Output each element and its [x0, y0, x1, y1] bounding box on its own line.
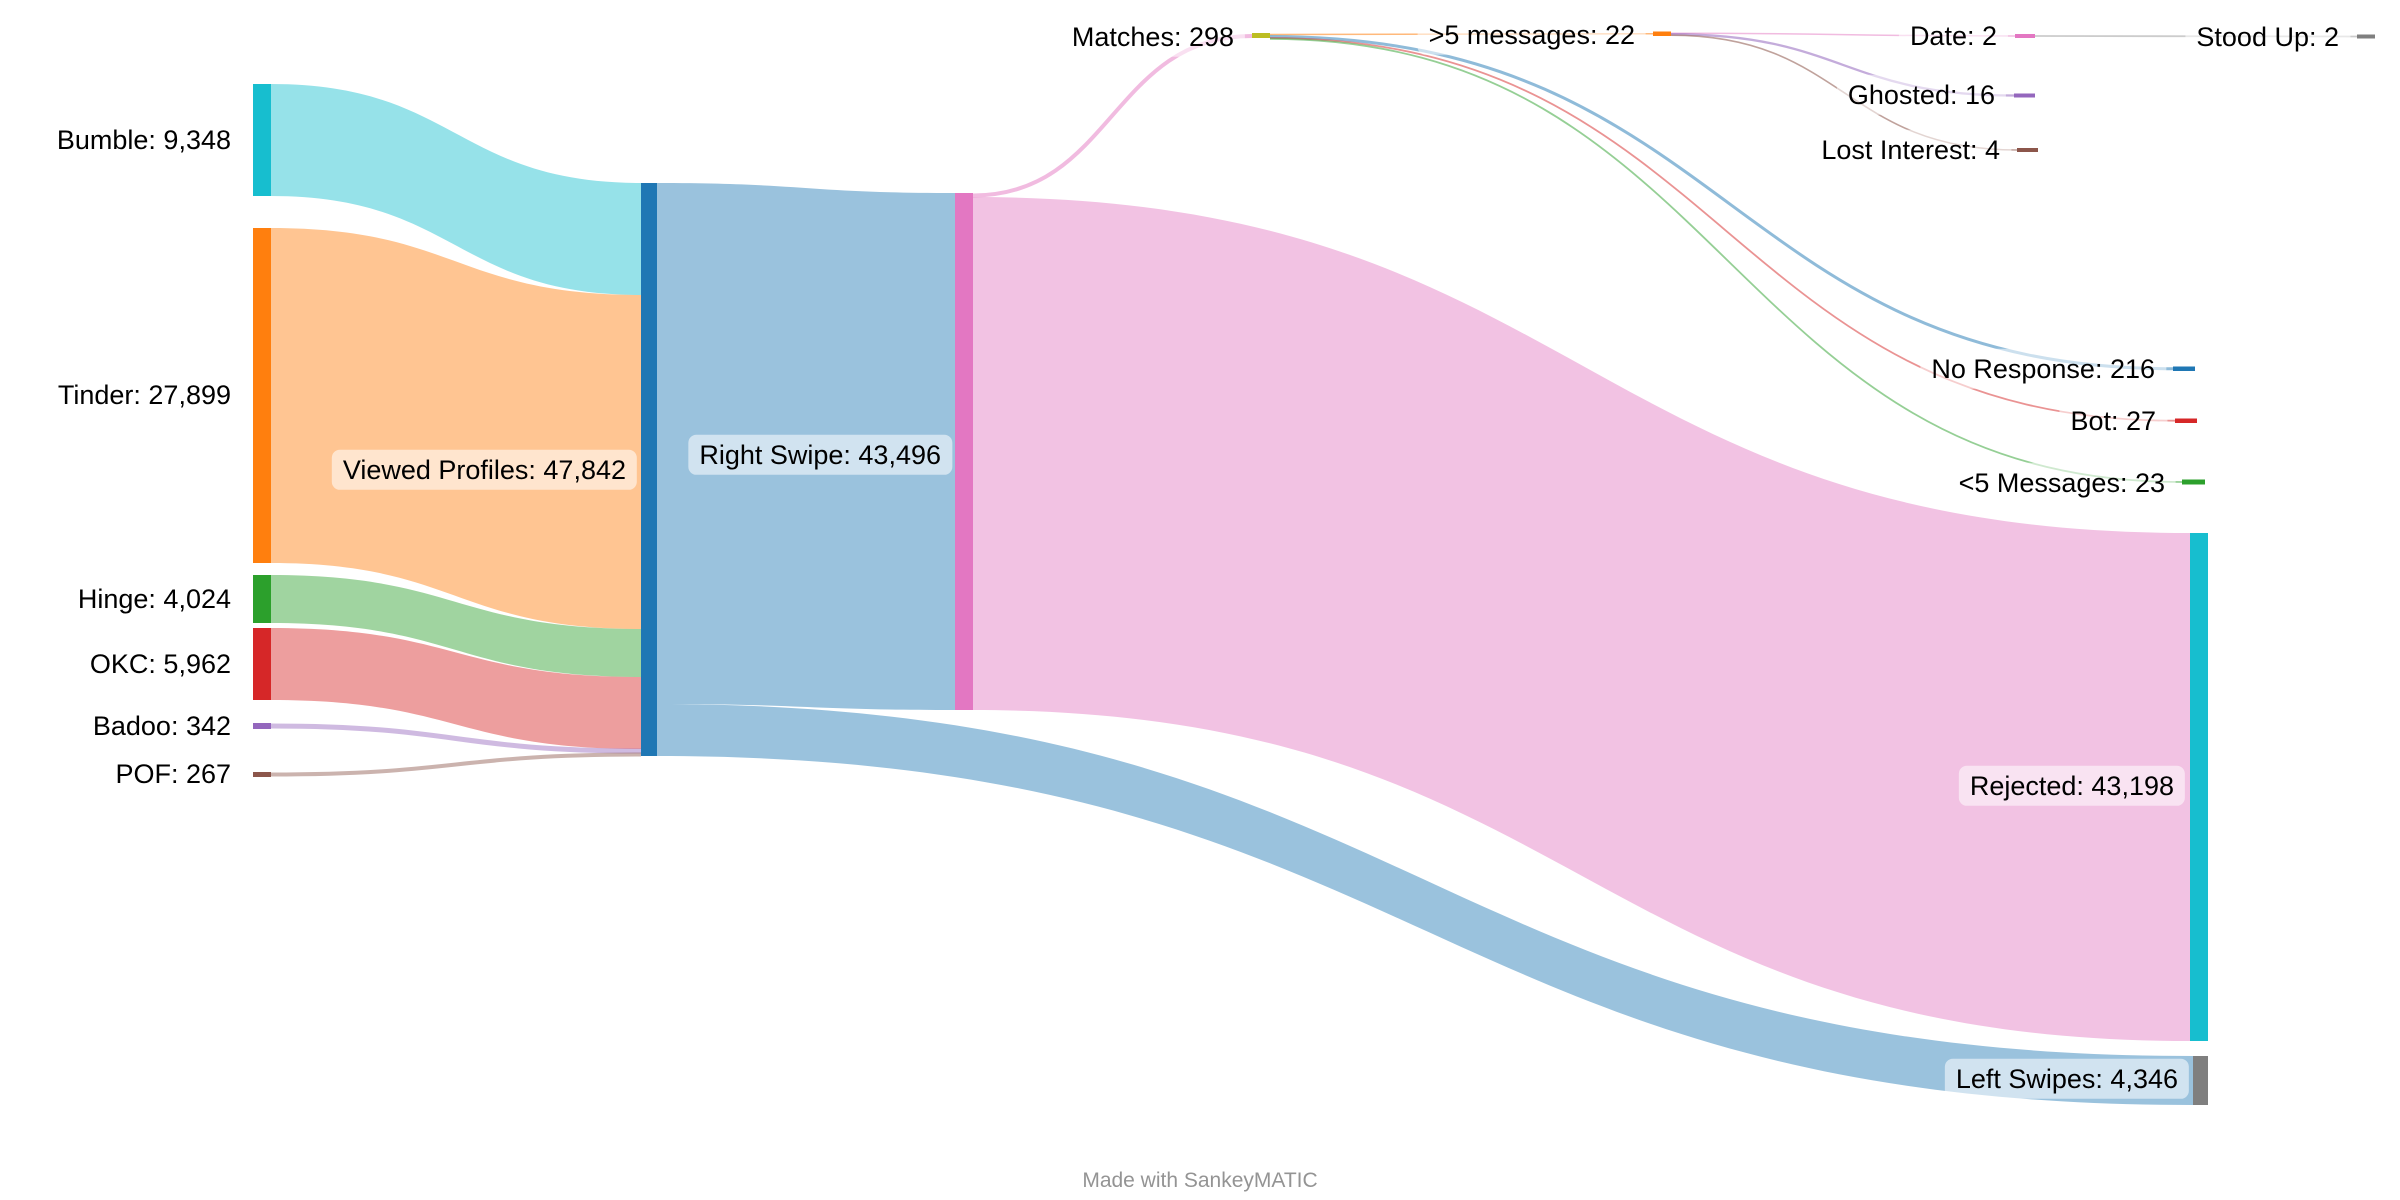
flow-matches-to-lt5-messages[interactable] — [1269, 37, 2183, 483]
label-pof: POF: 267 — [104, 753, 242, 795]
flow-badoo-to-viewed-profiles[interactable] — [270, 723, 642, 754]
flow-tinder-to-viewed-profiles[interactable] — [271, 228, 641, 629]
node-stood-up[interactable] — [2357, 34, 2375, 39]
node-hinge[interactable] — [253, 575, 271, 623]
flow-hinge-to-viewed-profiles[interactable] — [271, 575, 641, 677]
label-okc: OKC: 5,962 — [78, 643, 242, 685]
node-okc[interactable] — [253, 628, 271, 700]
flow-viewed-profiles-to-left-swipes[interactable] — [657, 704, 2193, 1105]
made-with-sankeymatic-credit: Made with SankeyMATIC — [1082, 1169, 1318, 1192]
node-date[interactable] — [2015, 34, 2035, 38]
label-matches: Matches: 298 — [1060, 16, 1245, 58]
flow-okc-to-viewed-profiles[interactable] — [271, 628, 641, 749]
node-bot[interactable] — [2175, 418, 2197, 424]
node-tinder[interactable] — [253, 228, 271, 563]
label-date: Date: 2 — [1898, 15, 2008, 57]
node-bumble[interactable] — [253, 84, 271, 196]
node-right-swipe[interactable] — [955, 193, 973, 710]
flow-right-swipe-to-rejected[interactable] — [973, 197, 2190, 1041]
node-lost-interest[interactable] — [2017, 148, 2038, 152]
label-stood-up: Stood Up: 2 — [2185, 16, 2350, 58]
label-no-response: No Response: 216 — [1920, 348, 2166, 390]
node-gt5-messages[interactable] — [1653, 31, 1671, 37]
label-rejected: Rejected: 43,198 — [1958, 765, 2185, 807]
flows — [270, 32, 2358, 1105]
label-tinder: Tinder: 27,899 — [46, 374, 242, 416]
node-viewed-profiles[interactable] — [641, 183, 657, 756]
node-rejected[interactable] — [2190, 533, 2208, 1041]
node-badoo[interactable] — [253, 723, 271, 729]
node-left-swipes[interactable] — [2193, 1056, 2208, 1105]
label-hinge: Hinge: 4,024 — [66, 578, 242, 620]
label-lt5-messages: <5 Messages: 23 — [1947, 462, 2176, 504]
label-lost-interest: Lost Interest: 4 — [1810, 129, 2011, 171]
label-gt5-messages: >5 messages: 22 — [1417, 14, 1646, 56]
node-pof[interactable] — [253, 772, 271, 777]
label-right-swipe: Right Swipe: 43,496 — [688, 434, 952, 476]
flow-matches-to-bot[interactable] — [1269, 37, 2176, 422]
label-badoo: Badoo: 342 — [81, 705, 242, 747]
node-lt5-messages[interactable] — [2182, 479, 2205, 485]
flow-pof-to-viewed-profiles[interactable] — [270, 752, 642, 777]
label-bumble: Bumble: 9,348 — [45, 119, 242, 161]
label-bot: Bot: 27 — [2059, 400, 2167, 442]
flow-bumble-to-viewed-profiles[interactable] — [271, 84, 641, 295]
label-left-swipes: Left Swipes: 4,346 — [1944, 1058, 2189, 1100]
node-matches[interactable] — [1252, 33, 1270, 38]
flow-right-swipe-to-matches[interactable] — [972, 34, 1253, 198]
label-ghosted: Ghosted: 16 — [1836, 74, 2006, 116]
label-viewed-profiles: Viewed Profiles: 47,842 — [331, 449, 637, 491]
node-no-response[interactable] — [2173, 366, 2195, 372]
node-ghosted[interactable] — [2014, 93, 2035, 98]
nodes — [253, 31, 2375, 1105]
